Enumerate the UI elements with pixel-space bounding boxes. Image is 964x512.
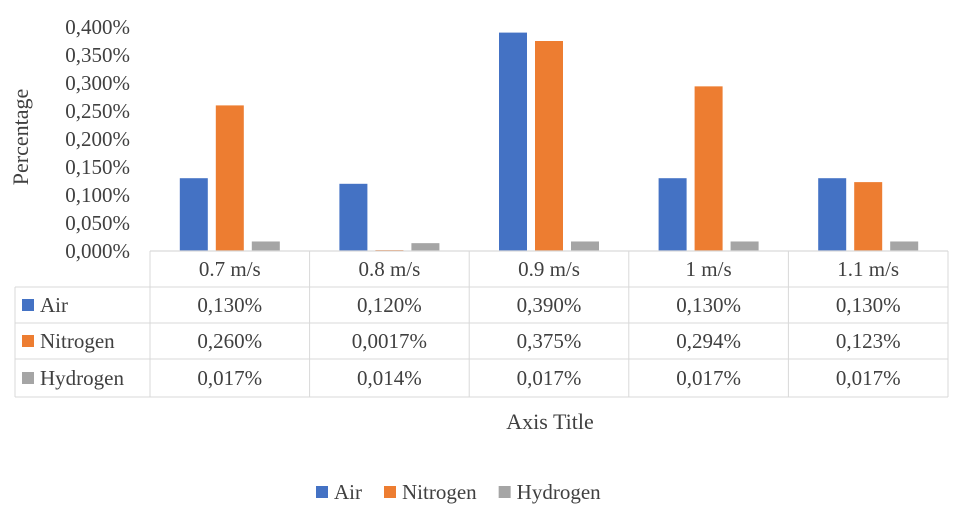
table-series-name: Hydrogen (40, 366, 124, 390)
bar-nitrogen-4 (694, 86, 723, 251)
legend-key-hydrogen (498, 486, 511, 498)
table-cell: 0,017% (197, 366, 262, 390)
table-cell: 0,0017% (352, 329, 427, 353)
bar-nitrogen-5 (854, 182, 883, 251)
bar-hydrogen-2 (411, 243, 440, 251)
y-tick-label: 0,350% (65, 43, 130, 67)
bar-hydrogen-4 (730, 241, 759, 251)
y-tick-label: 0,000% (65, 239, 130, 263)
table-cell: 0,123% (836, 329, 901, 353)
table-cell: 0,130% (836, 293, 901, 317)
table-cell: 0,390% (517, 293, 582, 317)
legend-label: Air (334, 480, 362, 504)
bar-air-3 (499, 32, 527, 251)
y-tick-label: 0,150% (65, 155, 130, 179)
legend-label: Hydrogen (517, 480, 601, 504)
table-cell: 0,014% (357, 366, 422, 390)
table-cell: 0,260% (197, 329, 262, 353)
table-cell: 0,294% (676, 329, 741, 353)
bar-air-1 (179, 178, 208, 251)
table-legend-key-hydrogen (22, 372, 34, 384)
legend-key-air (316, 486, 328, 498)
legend-key-nitrogen (384, 486, 396, 498)
table-series-name: Air (40, 293, 68, 317)
table-series-name: Nitrogen (40, 329, 115, 353)
category-label: 1.1 m/s (837, 257, 899, 281)
table-cell: 0,130% (676, 293, 741, 317)
x-axis-title: Axis Title (506, 409, 593, 434)
bar-nitrogen-3 (535, 41, 563, 251)
bar-air-2 (339, 183, 368, 251)
bar-hydrogen-5 (890, 241, 919, 251)
legend: Air Nitrogen Hydrogen (316, 480, 601, 504)
y-axis-title: Percentage (8, 89, 33, 186)
y-tick-label: 0,050% (65, 211, 130, 235)
table-legend-key-nitrogen (22, 335, 34, 347)
category-label: 0.8 m/s (358, 257, 420, 281)
y-tick-label: 0,250% (65, 99, 130, 123)
bar-hydrogen-1 (251, 241, 280, 251)
table-cell: 0,017% (836, 366, 901, 390)
table-cell: 0,017% (517, 366, 582, 390)
bar-air-5 (818, 178, 847, 251)
table-cell: 0,017% (676, 366, 741, 390)
bar-air-4 (658, 178, 687, 251)
y-tick-label: 0,200% (65, 127, 130, 151)
y-axis: 0,000% 0,050% 0,100% 0,150% 0,200% 0,250% 0,30… (65, 15, 130, 263)
y-tick-label: 0,300% (65, 71, 130, 95)
bars (179, 32, 919, 252)
table-cell: 0,375% (517, 329, 582, 353)
bar-hydrogen-3 (571, 241, 599, 251)
y-tick-label: 0,400% (65, 15, 130, 39)
table-cell: 0,120% (357, 293, 422, 317)
category-label: 0.9 m/s (518, 257, 580, 281)
bar-nitrogen-1 (215, 105, 244, 252)
category-label: 1 m/s (686, 257, 732, 281)
table-cell: 0,130% (197, 293, 262, 317)
data-table: 0.7 m/s 0.8 m/s 0.9 m/s 1 m/s 1.1 m/s Air 0,13… (14, 250, 949, 398)
legend-label: Nitrogen (402, 480, 477, 504)
table-legend-key-air (22, 299, 34, 311)
y-tick-label: 0,100% (65, 183, 130, 207)
category-label: 0.7 m/s (199, 257, 261, 281)
